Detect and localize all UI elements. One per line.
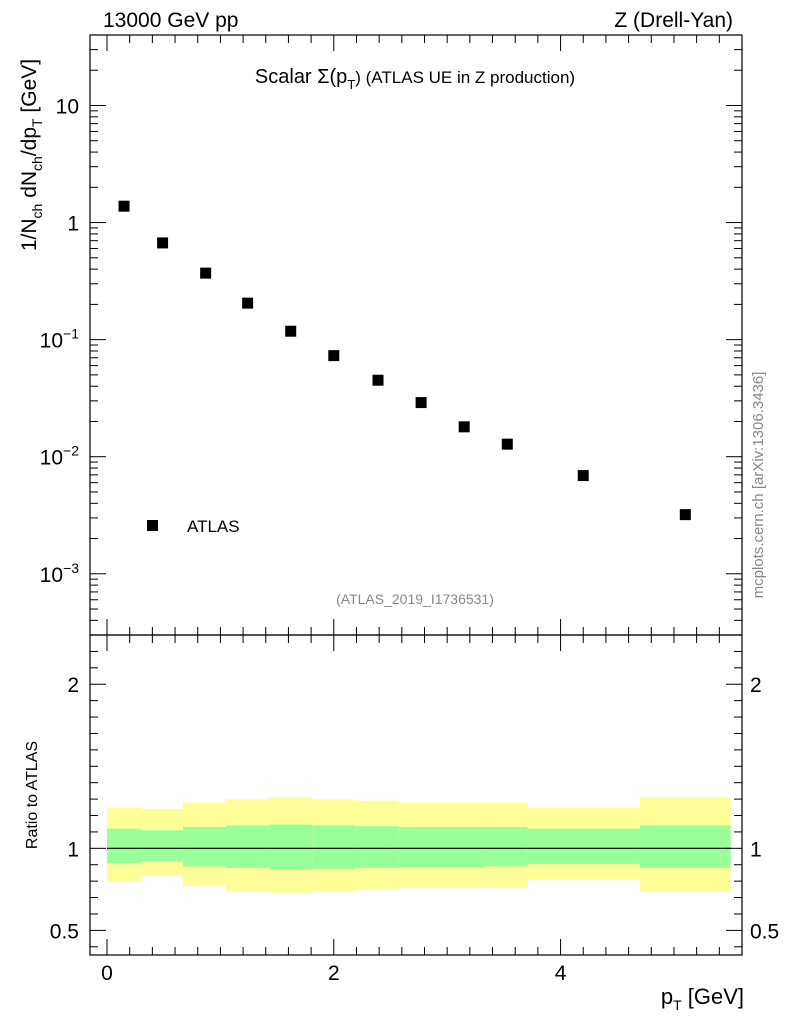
data-point — [415, 397, 427, 409]
ratio-y-ticks — [90, 650, 742, 948]
inner-band — [639, 825, 731, 869]
title-sigma: Σ(p — [317, 66, 347, 88]
ratio-y-axis-label: Ratio to ATLAS — [24, 741, 41, 849]
inner-band — [312, 825, 356, 869]
ratio-y-tick-label-right: 0.5 — [750, 920, 779, 943]
ratio-x-tick-labels: 0 2 4 — [101, 962, 567, 985]
main-y-tick-label: 1 — [67, 213, 79, 236]
title-prefix: Scalar — [255, 66, 317, 88]
data-point — [285, 325, 297, 337]
ratio-panel-frame — [89, 634, 743, 956]
data-point — [501, 438, 513, 450]
ratio-panel: 2 2 1 1 0.5 0.5 0 2 4 Ratio to ATLAS pT [GeV] — [24, 634, 779, 1013]
main-y-tick-label: 10−3 — [40, 560, 80, 587]
data-point — [118, 200, 130, 212]
legend-marker — [147, 520, 158, 531]
title-sub: T — [347, 77, 355, 92]
ratio-y-tick-label-right: 1 — [750, 838, 762, 861]
inner-band — [484, 827, 528, 867]
inner-band — [226, 825, 270, 869]
inner-band — [398, 827, 442, 868]
main-y-axis-label: 1/Nch dNch/dpT [GeV] — [18, 59, 45, 251]
ratio-y-tick-labels: 2 2 1 1 0.5 0.5 — [50, 674, 779, 943]
data-point — [200, 267, 212, 279]
inner-band — [441, 827, 485, 868]
main-plot-title: Scalar Σ(pT) (ATLAS UE in Z production) — [255, 66, 575, 92]
analysis-id-label: (ATLAS_2019_I1736531) — [336, 591, 494, 607]
data-point — [157, 237, 169, 249]
x-tick-label: 0 — [101, 962, 113, 985]
x-tick-label: 4 — [555, 962, 567, 985]
inner-band — [527, 828, 640, 864]
inner-band — [141, 830, 183, 862]
data-point — [458, 421, 470, 433]
inner-band — [107, 828, 142, 864]
main-panel: Scalar Σ(pT) (ATLAS UE in Z production) … — [18, 34, 743, 636]
x-axis-label: pT [GeV] — [661, 984, 744, 1013]
ratio-uncertainty-bands — [107, 797, 731, 893]
data-point — [328, 350, 340, 362]
data-point — [679, 509, 691, 521]
inner-band — [182, 827, 227, 867]
data-point — [242, 297, 254, 309]
watermark-label: mcplots.cern.ch [arXiv:1306.3436] — [750, 372, 767, 599]
legend-label: ATLAS — [187, 517, 240, 536]
title-suffix: ) (ATLAS UE in Z production) — [355, 68, 575, 87]
main-y-ticks — [90, 34, 742, 636]
ratio-y-tick-label-left: 2 — [67, 674, 79, 697]
main-y-tick-label: 10−2 — [40, 443, 80, 470]
ratio-y-tick-label-right: 2 — [750, 674, 762, 697]
x-tick-label: 2 — [328, 962, 340, 985]
data-points — [118, 200, 691, 521]
main-y-tick-label: 10−1 — [40, 326, 80, 353]
main-y-tick-labels: 10 1 10−1 10−2 10−3 — [40, 95, 80, 586]
data-point — [372, 374, 384, 386]
header-right-label: Z (Drell-Yan) — [614, 9, 733, 32]
inner-band — [269, 824, 313, 870]
data-point — [577, 470, 589, 482]
ratio-y-tick-label-left: 1 — [67, 838, 79, 861]
main-panel-frame — [89, 34, 743, 636]
header-left-label: 13000 GeV pp — [103, 9, 238, 32]
inner-band — [355, 826, 399, 869]
main-x-ticks — [106, 35, 720, 635]
ratio-y-tick-label-left: 0.5 — [50, 920, 79, 943]
ratio-x-ticks — [106, 635, 720, 955]
main-y-tick-label: 10 — [56, 95, 79, 118]
